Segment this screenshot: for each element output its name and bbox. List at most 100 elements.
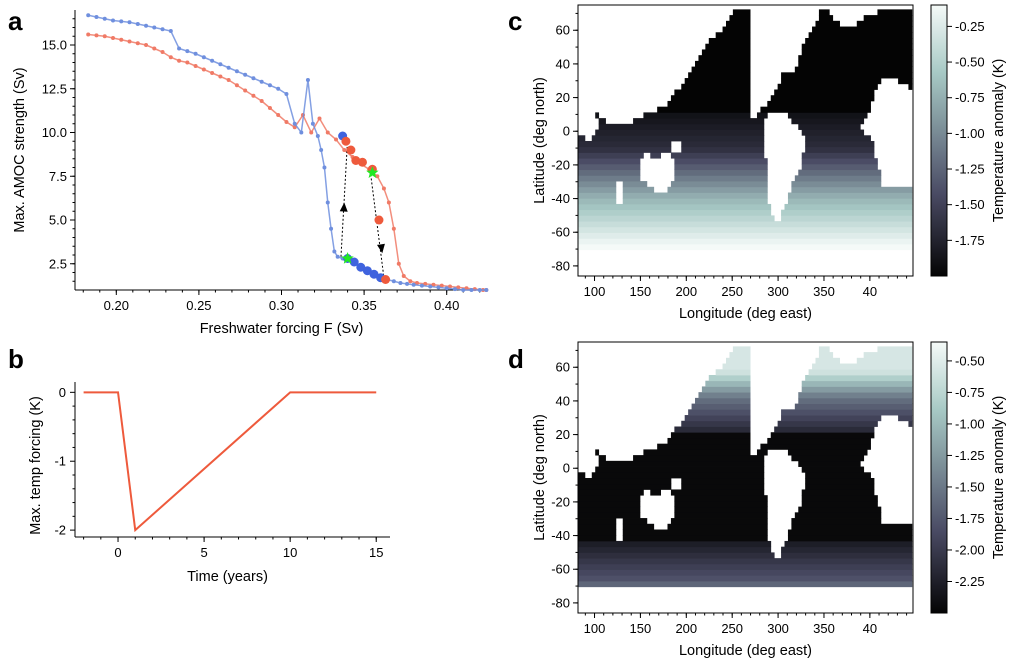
heatmap-cell <box>684 415 751 422</box>
heatmap-cell <box>787 192 913 199</box>
heatmap-cell <box>633 455 765 462</box>
x-tick-label: 250 <box>721 621 743 636</box>
series-point <box>398 281 403 285</box>
heatmap-cell <box>818 9 830 16</box>
colorbar-tick-label: -0.50 <box>955 55 985 70</box>
heatmap-cell <box>801 380 913 387</box>
heatmap-cell <box>622 518 648 525</box>
dashed-arrow-line <box>340 139 349 257</box>
heatmap-cell <box>674 506 768 513</box>
heatmap-cell <box>801 43 913 50</box>
x-tick-label: 15 <box>369 545 383 560</box>
heatmap-cell <box>722 26 751 33</box>
heatmap-cell <box>818 346 830 353</box>
heatmap-cell <box>818 15 834 22</box>
heatmap-cell <box>908 420 913 427</box>
series-point <box>193 64 198 68</box>
heatmap-cell <box>705 43 751 50</box>
series-point <box>210 71 215 75</box>
red-marker <box>341 136 351 146</box>
x-tick-label: 0.40 <box>434 298 459 313</box>
y-tick-label: 60 <box>556 23 570 38</box>
series-point <box>461 288 466 292</box>
heatmap-cell <box>801 466 865 473</box>
y-tick-label: 0 <box>563 461 570 476</box>
heatmap-cell <box>578 175 641 182</box>
heatmap-cell <box>578 232 913 239</box>
y-tick-label: 5.0 <box>49 213 67 228</box>
series-point <box>484 288 489 292</box>
heatmap-cell <box>578 523 617 530</box>
y-tick-label: 40 <box>556 393 570 408</box>
heatmap-cell <box>578 238 913 245</box>
series-point <box>401 274 406 278</box>
arrow-head <box>377 243 385 254</box>
y-tick-label: -1 <box>54 454 66 469</box>
heatmap-cell <box>722 363 751 370</box>
heatmap-cell <box>812 363 913 370</box>
x-axis-label: Longitude (deg east) <box>679 643 812 659</box>
heatmap-cell <box>633 118 765 125</box>
y-tick-label: 60 <box>556 360 570 375</box>
heatmap-cell <box>787 198 913 205</box>
heatmap-cell <box>805 483 875 490</box>
series-point <box>135 22 140 26</box>
heatmap-cell <box>777 420 878 427</box>
heatmap-cell <box>670 152 765 159</box>
heatmap-cell <box>770 95 875 102</box>
heatmap-cell <box>622 186 655 193</box>
series-point <box>310 121 315 126</box>
heatmap-cell <box>798 392 913 399</box>
y-tick-label: -60 <box>551 225 570 240</box>
series-point <box>386 200 391 205</box>
heatmap-cell <box>598 460 765 467</box>
heatmap-cell <box>691 66 751 73</box>
series-point <box>325 200 330 205</box>
heatmap-cell <box>801 500 878 508</box>
series-point <box>144 23 149 28</box>
x-tick-label: 250 <box>721 284 743 299</box>
heatmap-cell <box>578 563 913 570</box>
heatmap-cell <box>791 181 882 188</box>
heatmap-cells <box>578 346 913 588</box>
series-point <box>332 249 337 254</box>
heatmap-cell <box>756 112 768 119</box>
heatmap-cell <box>578 529 617 536</box>
heatmap-cell <box>681 141 765 148</box>
y-tick-label: 40 <box>556 56 570 71</box>
heatmap-cell <box>863 352 913 359</box>
x-tick-label: 0.20 <box>104 298 129 313</box>
heatmap-cell <box>688 72 751 79</box>
series-point <box>267 106 272 110</box>
heatmap-cell <box>622 529 768 536</box>
heatmap-cell <box>812 26 913 33</box>
heatmap-cell <box>801 495 878 502</box>
y-axis-label: Latitude (deg north) <box>532 77 548 204</box>
panel-label-b: b <box>8 344 24 374</box>
heatmap-cell <box>698 55 751 62</box>
heatmap-cell <box>729 15 751 22</box>
heatmap-cell <box>667 437 751 445</box>
series-point <box>276 113 281 117</box>
heatmap-cell <box>622 181 648 188</box>
x-axis-label: Longitude (deg east) <box>679 306 812 322</box>
heatmap-cell <box>598 123 765 130</box>
heatmap-cell <box>781 78 882 85</box>
heatmap-cell <box>578 209 772 216</box>
heatmap-cell <box>805 478 875 485</box>
heatmap-cell <box>578 215 775 222</box>
heatmap-cell <box>674 158 768 165</box>
series-point <box>342 148 347 152</box>
heatmap-cell <box>777 83 878 90</box>
heatmap-cell <box>781 209 913 216</box>
heatmap-cell <box>732 346 751 353</box>
heatmap-cell <box>798 506 882 513</box>
heatmap-cell <box>578 512 641 519</box>
dashed-arrow-line <box>370 174 385 278</box>
heatmap-cell <box>801 386 913 393</box>
heatmap-cell <box>801 49 913 56</box>
y-axis-label: Latitude (deg north) <box>532 414 548 541</box>
heatmap-cell <box>863 15 913 22</box>
series-point <box>334 137 339 142</box>
